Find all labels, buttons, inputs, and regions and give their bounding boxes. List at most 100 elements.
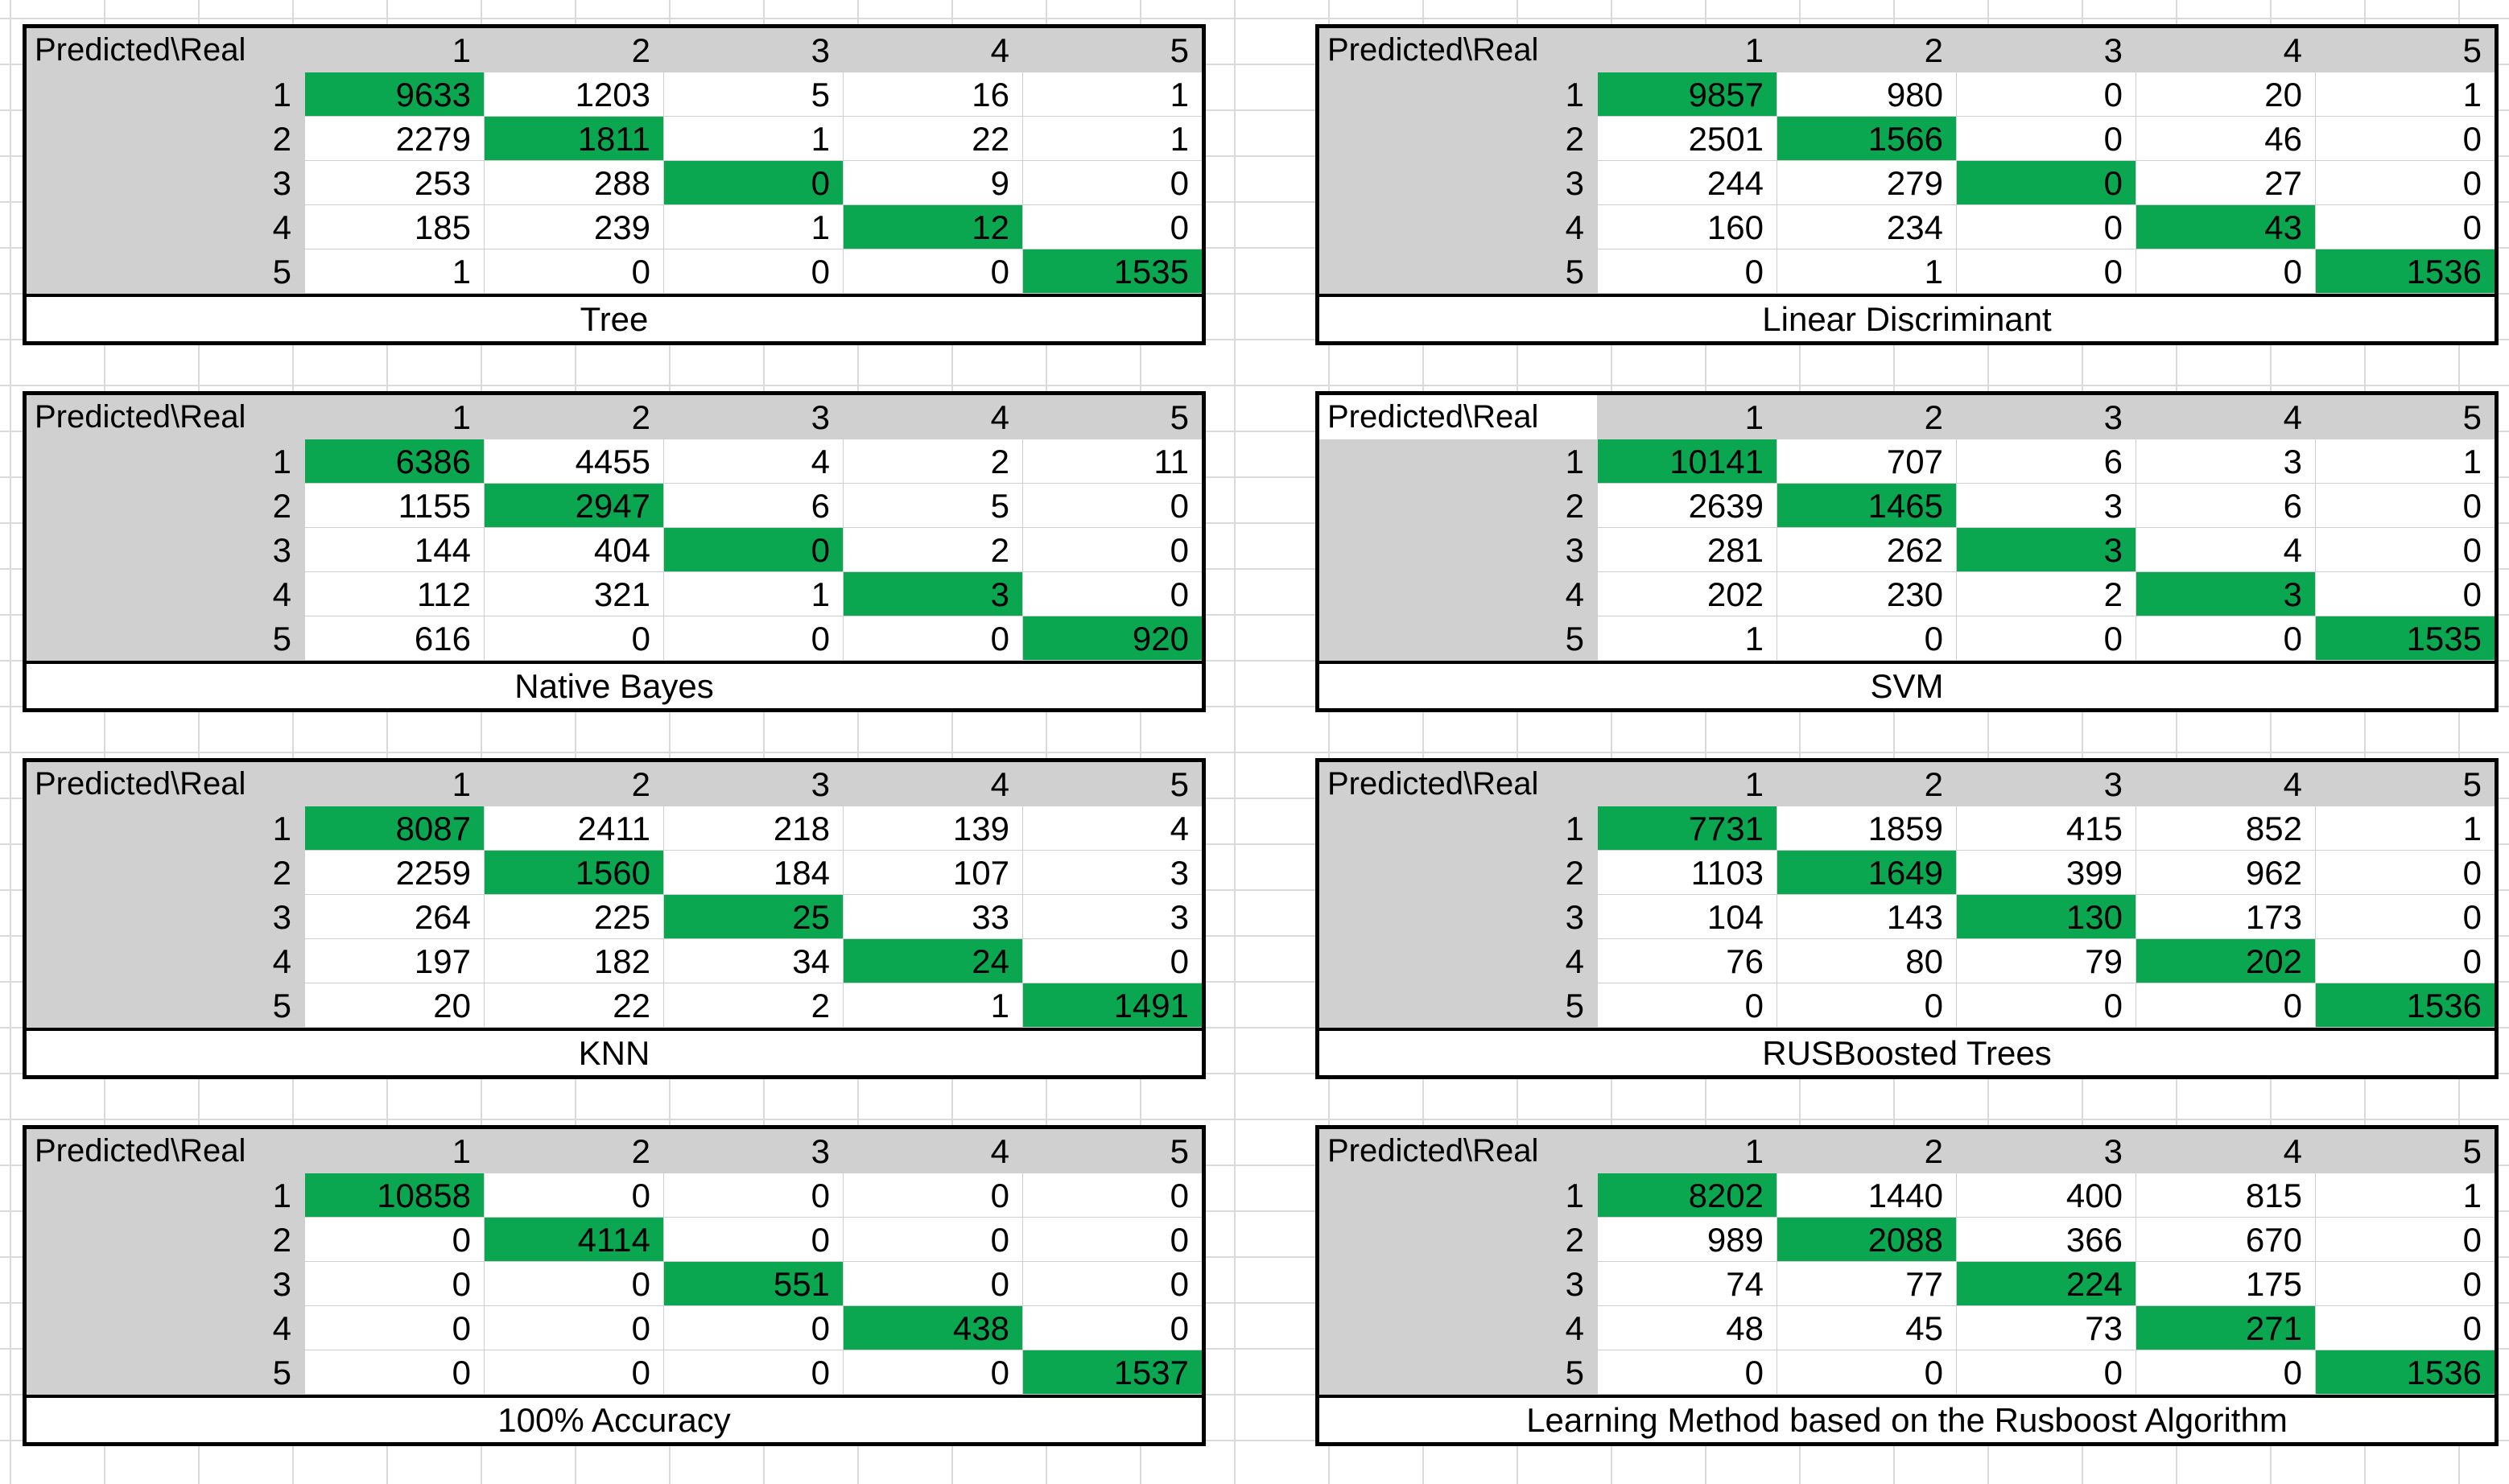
data-cell[interactable]: 3 <box>1022 851 1202 895</box>
data-cell[interactable]: 1 <box>663 572 843 616</box>
corner-label[interactable]: Predicted\Real <box>1319 28 1597 72</box>
col-header[interactable]: 2 <box>484 28 663 72</box>
row-header[interactable]: 5 <box>1319 983 1597 1028</box>
data-cell[interactable]: 0 <box>1022 939 1202 983</box>
data-cell[interactable]: 225 <box>484 895 663 939</box>
data-cell[interactable]: 366 <box>1956 1218 2136 1262</box>
col-header[interactable]: 1 <box>1597 395 1777 439</box>
data-cell[interactable]: 0 <box>843 1173 1022 1218</box>
data-cell[interactable]: 0 <box>1956 983 2136 1028</box>
diagonal-cell[interactable]: 438 <box>843 1306 1022 1350</box>
data-cell[interactable]: 1 <box>2315 1173 2495 1218</box>
data-cell[interactable]: 0 <box>2315 1306 2495 1350</box>
diagonal-cell[interactable]: 2947 <box>484 484 663 528</box>
data-cell[interactable]: 1 <box>1022 117 1202 161</box>
data-cell[interactable]: 33 <box>843 895 1022 939</box>
data-cell[interactable]: 5 <box>843 484 1022 528</box>
row-header[interactable]: 2 <box>1319 117 1597 161</box>
data-cell[interactable]: 616 <box>304 616 484 661</box>
data-cell[interactable]: 1 <box>843 983 1022 1028</box>
data-cell[interactable]: 16 <box>843 72 1022 117</box>
data-cell[interactable]: 20 <box>2136 72 2315 117</box>
row-header[interactable]: 4 <box>27 572 304 616</box>
table-title[interactable]: KNN <box>27 1028 1202 1075</box>
col-header[interactable]: 4 <box>2136 1129 2315 1173</box>
col-header[interactable]: 3 <box>1956 395 2136 439</box>
diagonal-cell[interactable]: 6386 <box>304 439 484 484</box>
data-cell[interactable]: 175 <box>2136 1262 2315 1306</box>
row-header[interactable]: 5 <box>27 616 304 661</box>
data-cell[interactable]: 3 <box>2136 439 2315 484</box>
data-cell[interactable]: 0 <box>484 616 663 661</box>
data-cell[interactable]: 0 <box>1777 983 1956 1028</box>
diagonal-cell[interactable]: 551 <box>663 1262 843 1306</box>
data-cell[interactable]: 0 <box>1022 1218 1202 1262</box>
data-cell[interactable]: 4 <box>1022 806 1202 851</box>
col-header[interactable]: 3 <box>663 1129 843 1173</box>
data-cell[interactable]: 0 <box>1022 161 1202 205</box>
data-cell[interactable]: 0 <box>1022 1262 1202 1306</box>
diagonal-cell[interactable]: 0 <box>663 161 843 205</box>
data-cell[interactable]: 0 <box>484 1262 663 1306</box>
diagonal-cell[interactable]: 1465 <box>1777 484 1956 528</box>
data-cell[interactable]: 0 <box>843 1350 1022 1395</box>
data-cell[interactable]: 0 <box>304 1262 484 1306</box>
data-cell[interactable]: 399 <box>1956 851 2136 895</box>
row-header[interactable]: 1 <box>27 806 304 851</box>
data-cell[interactable]: 400 <box>1956 1173 2136 1218</box>
row-header[interactable]: 3 <box>1319 161 1597 205</box>
data-cell[interactable]: 1 <box>663 205 843 249</box>
data-cell[interactable]: 253 <box>304 161 484 205</box>
row-header[interactable]: 3 <box>27 161 304 205</box>
data-cell[interactable]: 2 <box>843 528 1022 572</box>
data-cell[interactable]: 22 <box>484 983 663 1028</box>
data-cell[interactable]: 0 <box>2315 572 2495 616</box>
data-cell[interactable]: 1 <box>2315 439 2495 484</box>
data-cell[interactable]: 0 <box>304 1350 484 1395</box>
data-cell[interactable]: 202 <box>1597 572 1777 616</box>
corner-label[interactable]: Predicted\Real <box>1319 1129 1597 1173</box>
col-header[interactable]: 5 <box>1022 1129 1202 1173</box>
data-cell[interactable]: 0 <box>2136 249 2315 294</box>
data-cell[interactable]: 144 <box>304 528 484 572</box>
data-cell[interactable]: 262 <box>1777 528 1956 572</box>
diagonal-cell[interactable]: 3 <box>1956 528 2136 572</box>
data-cell[interactable]: 0 <box>2315 117 2495 161</box>
diagonal-cell[interactable]: 3 <box>843 572 1022 616</box>
row-header[interactable]: 4 <box>1319 572 1597 616</box>
data-cell[interactable]: 0 <box>1956 117 2136 161</box>
diagonal-cell[interactable]: 0 <box>663 528 843 572</box>
diagonal-cell[interactable]: 10858 <box>304 1173 484 1218</box>
col-header[interactable]: 4 <box>2136 28 2315 72</box>
col-header[interactable]: 4 <box>843 762 1022 806</box>
data-cell[interactable]: 182 <box>484 939 663 983</box>
data-cell[interactable]: 0 <box>2315 1262 2495 1306</box>
col-header[interactable]: 1 <box>1597 1129 1777 1173</box>
diagonal-cell[interactable]: 920 <box>1022 616 1202 661</box>
data-cell[interactable]: 0 <box>1956 249 2136 294</box>
corner-label[interactable]: Predicted\Real <box>27 28 304 72</box>
data-cell[interactable]: 244 <box>1597 161 1777 205</box>
row-header[interactable]: 1 <box>1319 439 1597 484</box>
data-cell[interactable]: 0 <box>1956 205 2136 249</box>
col-header[interactable]: 5 <box>2315 28 2495 72</box>
data-cell[interactable]: 79 <box>1956 939 2136 983</box>
col-header[interactable]: 3 <box>663 28 843 72</box>
data-cell[interactable]: 989 <box>1597 1218 1777 1262</box>
data-cell[interactable]: 112 <box>304 572 484 616</box>
data-cell[interactable]: 184 <box>663 851 843 895</box>
data-cell[interactable]: 415 <box>1956 806 2136 851</box>
data-cell[interactable]: 0 <box>2315 851 2495 895</box>
row-header[interactable]: 4 <box>1319 1306 1597 1350</box>
data-cell[interactable]: 0 <box>2315 1218 2495 1262</box>
diagonal-cell[interactable]: 4114 <box>484 1218 663 1262</box>
col-header[interactable]: 1 <box>304 28 484 72</box>
diagonal-cell[interactable]: 43 <box>2136 205 2315 249</box>
data-cell[interactable]: 46 <box>2136 117 2315 161</box>
data-cell[interactable]: 0 <box>304 1218 484 1262</box>
data-cell[interactable]: 3 <box>1956 484 2136 528</box>
row-header[interactable]: 1 <box>27 72 304 117</box>
data-cell[interactable]: 1 <box>663 117 843 161</box>
data-cell[interactable]: 0 <box>484 1306 663 1350</box>
col-header[interactable]: 2 <box>1777 1129 1956 1173</box>
